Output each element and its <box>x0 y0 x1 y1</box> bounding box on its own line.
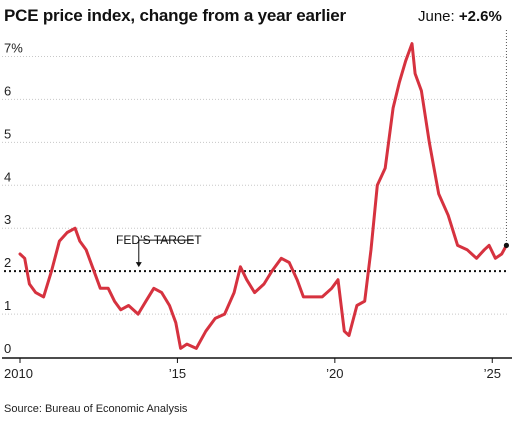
latest-point-marker <box>503 242 510 248</box>
source-note: Source: Bureau of Economic Analysis <box>4 403 188 415</box>
x-axis-ticks: 2010 ’15 ’20 ’25 <box>4 358 501 381</box>
fed-target-arrow <box>135 262 142 268</box>
x-tick-label: ’15 <box>169 366 186 381</box>
y-tick-label: 2 <box>4 255 11 270</box>
y-axis-ticks: 7% 6 5 4 3 2 1 0 <box>4 40 23 356</box>
y-tick-label: 4 <box>4 169 11 184</box>
y-tick-label: 1 <box>4 298 11 313</box>
y-tick-label: 5 <box>4 126 11 141</box>
callout-value: +2.6% <box>458 8 502 25</box>
fed-target-leader <box>138 239 194 264</box>
y-tick-label: 6 <box>4 83 11 98</box>
x-tick-label: 2010 <box>4 366 33 381</box>
y-tick-label: 3 <box>4 212 11 227</box>
latest-value-callout: June: +2.6% <box>418 8 502 25</box>
pce-series-line <box>18 42 508 350</box>
y-tick-label: 0 <box>4 341 11 356</box>
gridlines <box>2 55 508 315</box>
callout-label: June: <box>418 8 455 25</box>
x-tick-label: ’25 <box>484 366 501 381</box>
x-tick-label: ’20 <box>326 366 343 381</box>
chart-title: PCE price index, change from a year earl… <box>4 6 346 25</box>
y-tick-label: 7% <box>4 40 23 55</box>
